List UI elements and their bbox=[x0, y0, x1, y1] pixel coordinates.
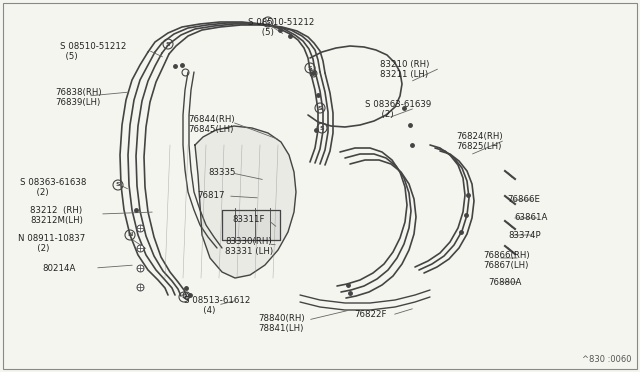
Text: 76866E: 76866E bbox=[507, 195, 540, 204]
Text: S 08363-61639
      (2): S 08363-61639 (2) bbox=[365, 100, 431, 119]
Text: N: N bbox=[127, 232, 132, 237]
Text: 83335: 83335 bbox=[208, 168, 236, 177]
Text: N 08911-10837
       (2): N 08911-10837 (2) bbox=[18, 234, 85, 253]
Text: S: S bbox=[166, 42, 170, 46]
Text: S: S bbox=[116, 183, 120, 187]
Text: 83210 (RH)
83211 (LH): 83210 (RH) 83211 (LH) bbox=[380, 60, 429, 79]
Text: S 08510-51212
     (5): S 08510-51212 (5) bbox=[248, 18, 314, 38]
Text: 76844(RH)
76845(LH): 76844(RH) 76845(LH) bbox=[188, 115, 235, 134]
Text: 80214A: 80214A bbox=[42, 264, 76, 273]
Text: 83374P: 83374P bbox=[508, 231, 541, 240]
Text: 76817: 76817 bbox=[197, 191, 225, 200]
Text: 83330(RH)
83331 (LH): 83330(RH) 83331 (LH) bbox=[225, 237, 273, 256]
Text: 76824(RH)
76825(LH): 76824(RH) 76825(LH) bbox=[456, 132, 502, 151]
Text: S 08513-61612
       (4): S 08513-61612 (4) bbox=[184, 296, 250, 315]
Polygon shape bbox=[222, 210, 280, 240]
Text: 83212  (RH)
83212M(LH): 83212 (RH) 83212M(LH) bbox=[30, 206, 83, 225]
Text: S 08363-61638
      (2): S 08363-61638 (2) bbox=[20, 178, 86, 198]
Text: 76838(RH)
76839(LH): 76838(RH) 76839(LH) bbox=[55, 88, 102, 108]
Text: S: S bbox=[266, 19, 270, 25]
Text: S: S bbox=[317, 106, 323, 110]
Text: 76880A: 76880A bbox=[488, 278, 522, 287]
Text: 63861A: 63861A bbox=[514, 213, 547, 222]
Text: S: S bbox=[320, 125, 324, 131]
Text: S: S bbox=[182, 295, 186, 299]
Polygon shape bbox=[195, 126, 296, 278]
Text: 83311F: 83311F bbox=[232, 215, 264, 224]
Text: 76822F: 76822F bbox=[354, 310, 387, 319]
Text: ^830 :0060: ^830 :0060 bbox=[582, 355, 632, 364]
Text: S 08510-51212
  (5): S 08510-51212 (5) bbox=[60, 42, 126, 61]
Text: 76866(RH)
76867(LH): 76866(RH) 76867(LH) bbox=[483, 251, 530, 270]
Text: S: S bbox=[308, 65, 312, 71]
Text: 78840(RH)
78841(LH): 78840(RH) 78841(LH) bbox=[258, 314, 305, 333]
